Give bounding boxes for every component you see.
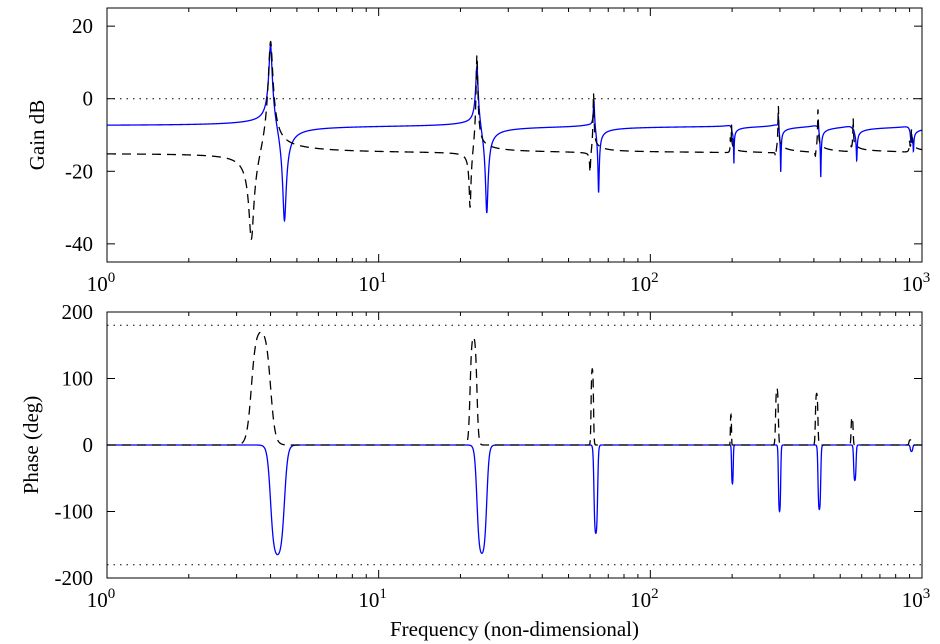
gain-axes-frame [106, 7, 923, 263]
phase-y-tick-label: -200 [55, 566, 94, 590]
gain-x-tick-label: 100 [87, 270, 116, 296]
gain-series-dashed-line [107, 40, 922, 240]
gain-series-solid-line [107, 43, 922, 223]
phase-series-solid-line [107, 444, 922, 556]
phase-y-axis-label: Phase (deg) [19, 396, 43, 495]
gain-y-tick-label: -40 [65, 232, 93, 256]
phase-x-tick-label: 101 [358, 586, 387, 612]
gain-y-axis-label: Gain dB [25, 100, 49, 171]
x-axis-label: Frequency (non-dimensional) [390, 617, 639, 641]
phase-y-tick-label: 200 [62, 300, 94, 324]
gain-panel: 100 101 102 103 20 0 -20 -40 Gain dB [25, 7, 931, 296]
phase-series-dashed-line [107, 331, 922, 446]
phase-x-tick-label: 102 [630, 586, 659, 612]
phase-y-tick-label: -100 [55, 500, 94, 524]
gain-y-tick-label: 20 [72, 14, 93, 38]
gain-x-tick-label: 103 [902, 270, 931, 296]
phase-y-tick-label: 0 [83, 433, 94, 457]
gain-x-tick-label: 101 [358, 270, 387, 296]
gain-y-tick-label: -20 [65, 159, 93, 183]
gain-y-tick-label: 0 [83, 87, 94, 111]
phase-x-tick-label: 103 [902, 586, 931, 612]
phase-x-tick-label: 100 [87, 586, 116, 612]
phase-y-tick-label: 100 [62, 367, 94, 391]
phase-panel: 100 101 102 103 200 100 0 -100 -200 Phase (deg) Fr… [19, 300, 930, 641]
gain-x-tick-label: 102 [630, 270, 659, 296]
